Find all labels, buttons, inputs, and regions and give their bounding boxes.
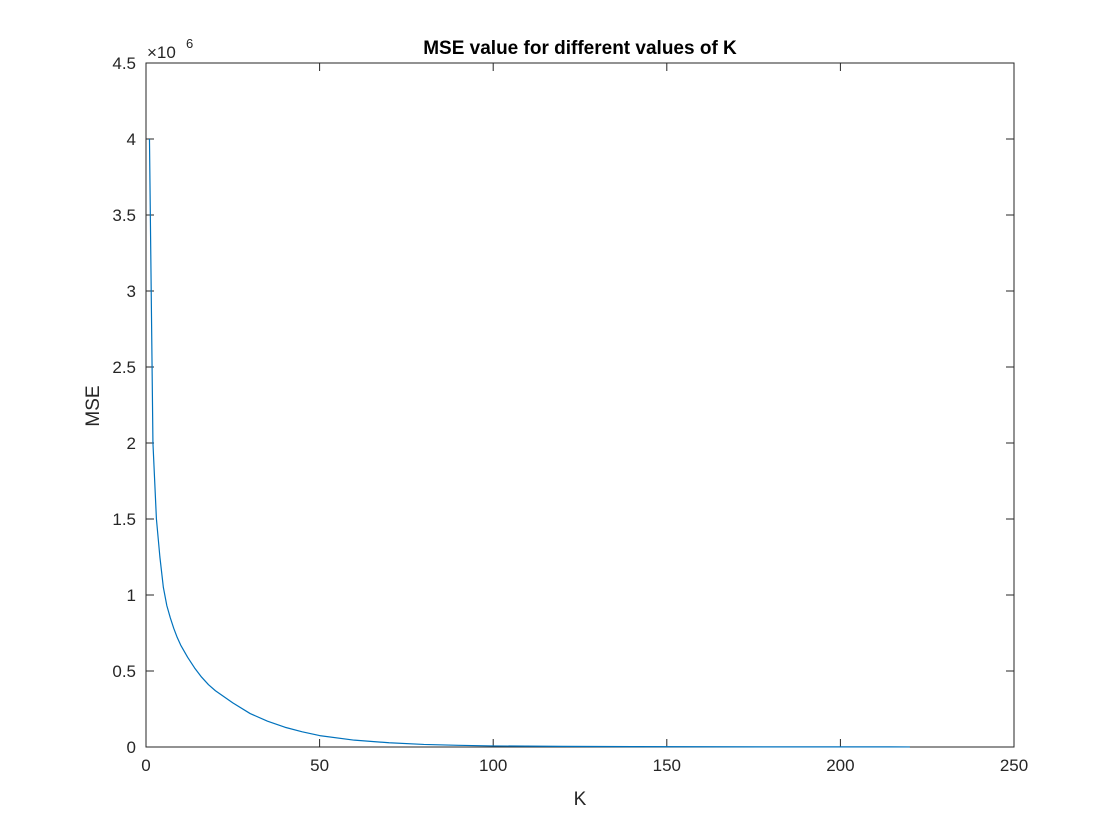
plot-area <box>148 138 910 748</box>
y-tick-label: 1.5 <box>112 510 136 529</box>
y-axis-label: MSE <box>83 385 104 426</box>
y-exponent-base: ×10 <box>147 43 176 62</box>
x-tick-label: 200 <box>826 756 854 775</box>
y-tick-label: 2.5 <box>112 358 136 377</box>
y-tick-label: 1 <box>127 586 136 605</box>
chart-title: MSE value for different values of K <box>423 38 737 59</box>
y-tick-label: 2 <box>127 434 136 453</box>
series-line <box>148 138 910 748</box>
x-tick-label: 100 <box>479 756 507 775</box>
x-tick-label: 50 <box>310 756 329 775</box>
y-tick-label: 0 <box>127 738 136 757</box>
x-tick-label: 250 <box>1000 756 1028 775</box>
axes: 0 50 100 150 200 250 0 0.5 1 1.5 2 2.5 3 3.5 4 4.5 <box>112 54 1028 775</box>
x-tick-label: 150 <box>653 756 681 775</box>
y-tick-label: 0.5 <box>112 662 136 681</box>
y-tick-label: 3.5 <box>112 206 136 225</box>
y-tick-label: 3 <box>127 282 136 301</box>
y-axis-exponent: ×10 6 <box>147 36 193 62</box>
y-tick-label: 4.5 <box>112 54 136 73</box>
x-tick-label: 0 <box>141 756 150 775</box>
x-axis-label: K <box>574 789 587 810</box>
y-tick-label: 4 <box>127 130 136 149</box>
y-exponent-power: 6 <box>186 36 193 51</box>
